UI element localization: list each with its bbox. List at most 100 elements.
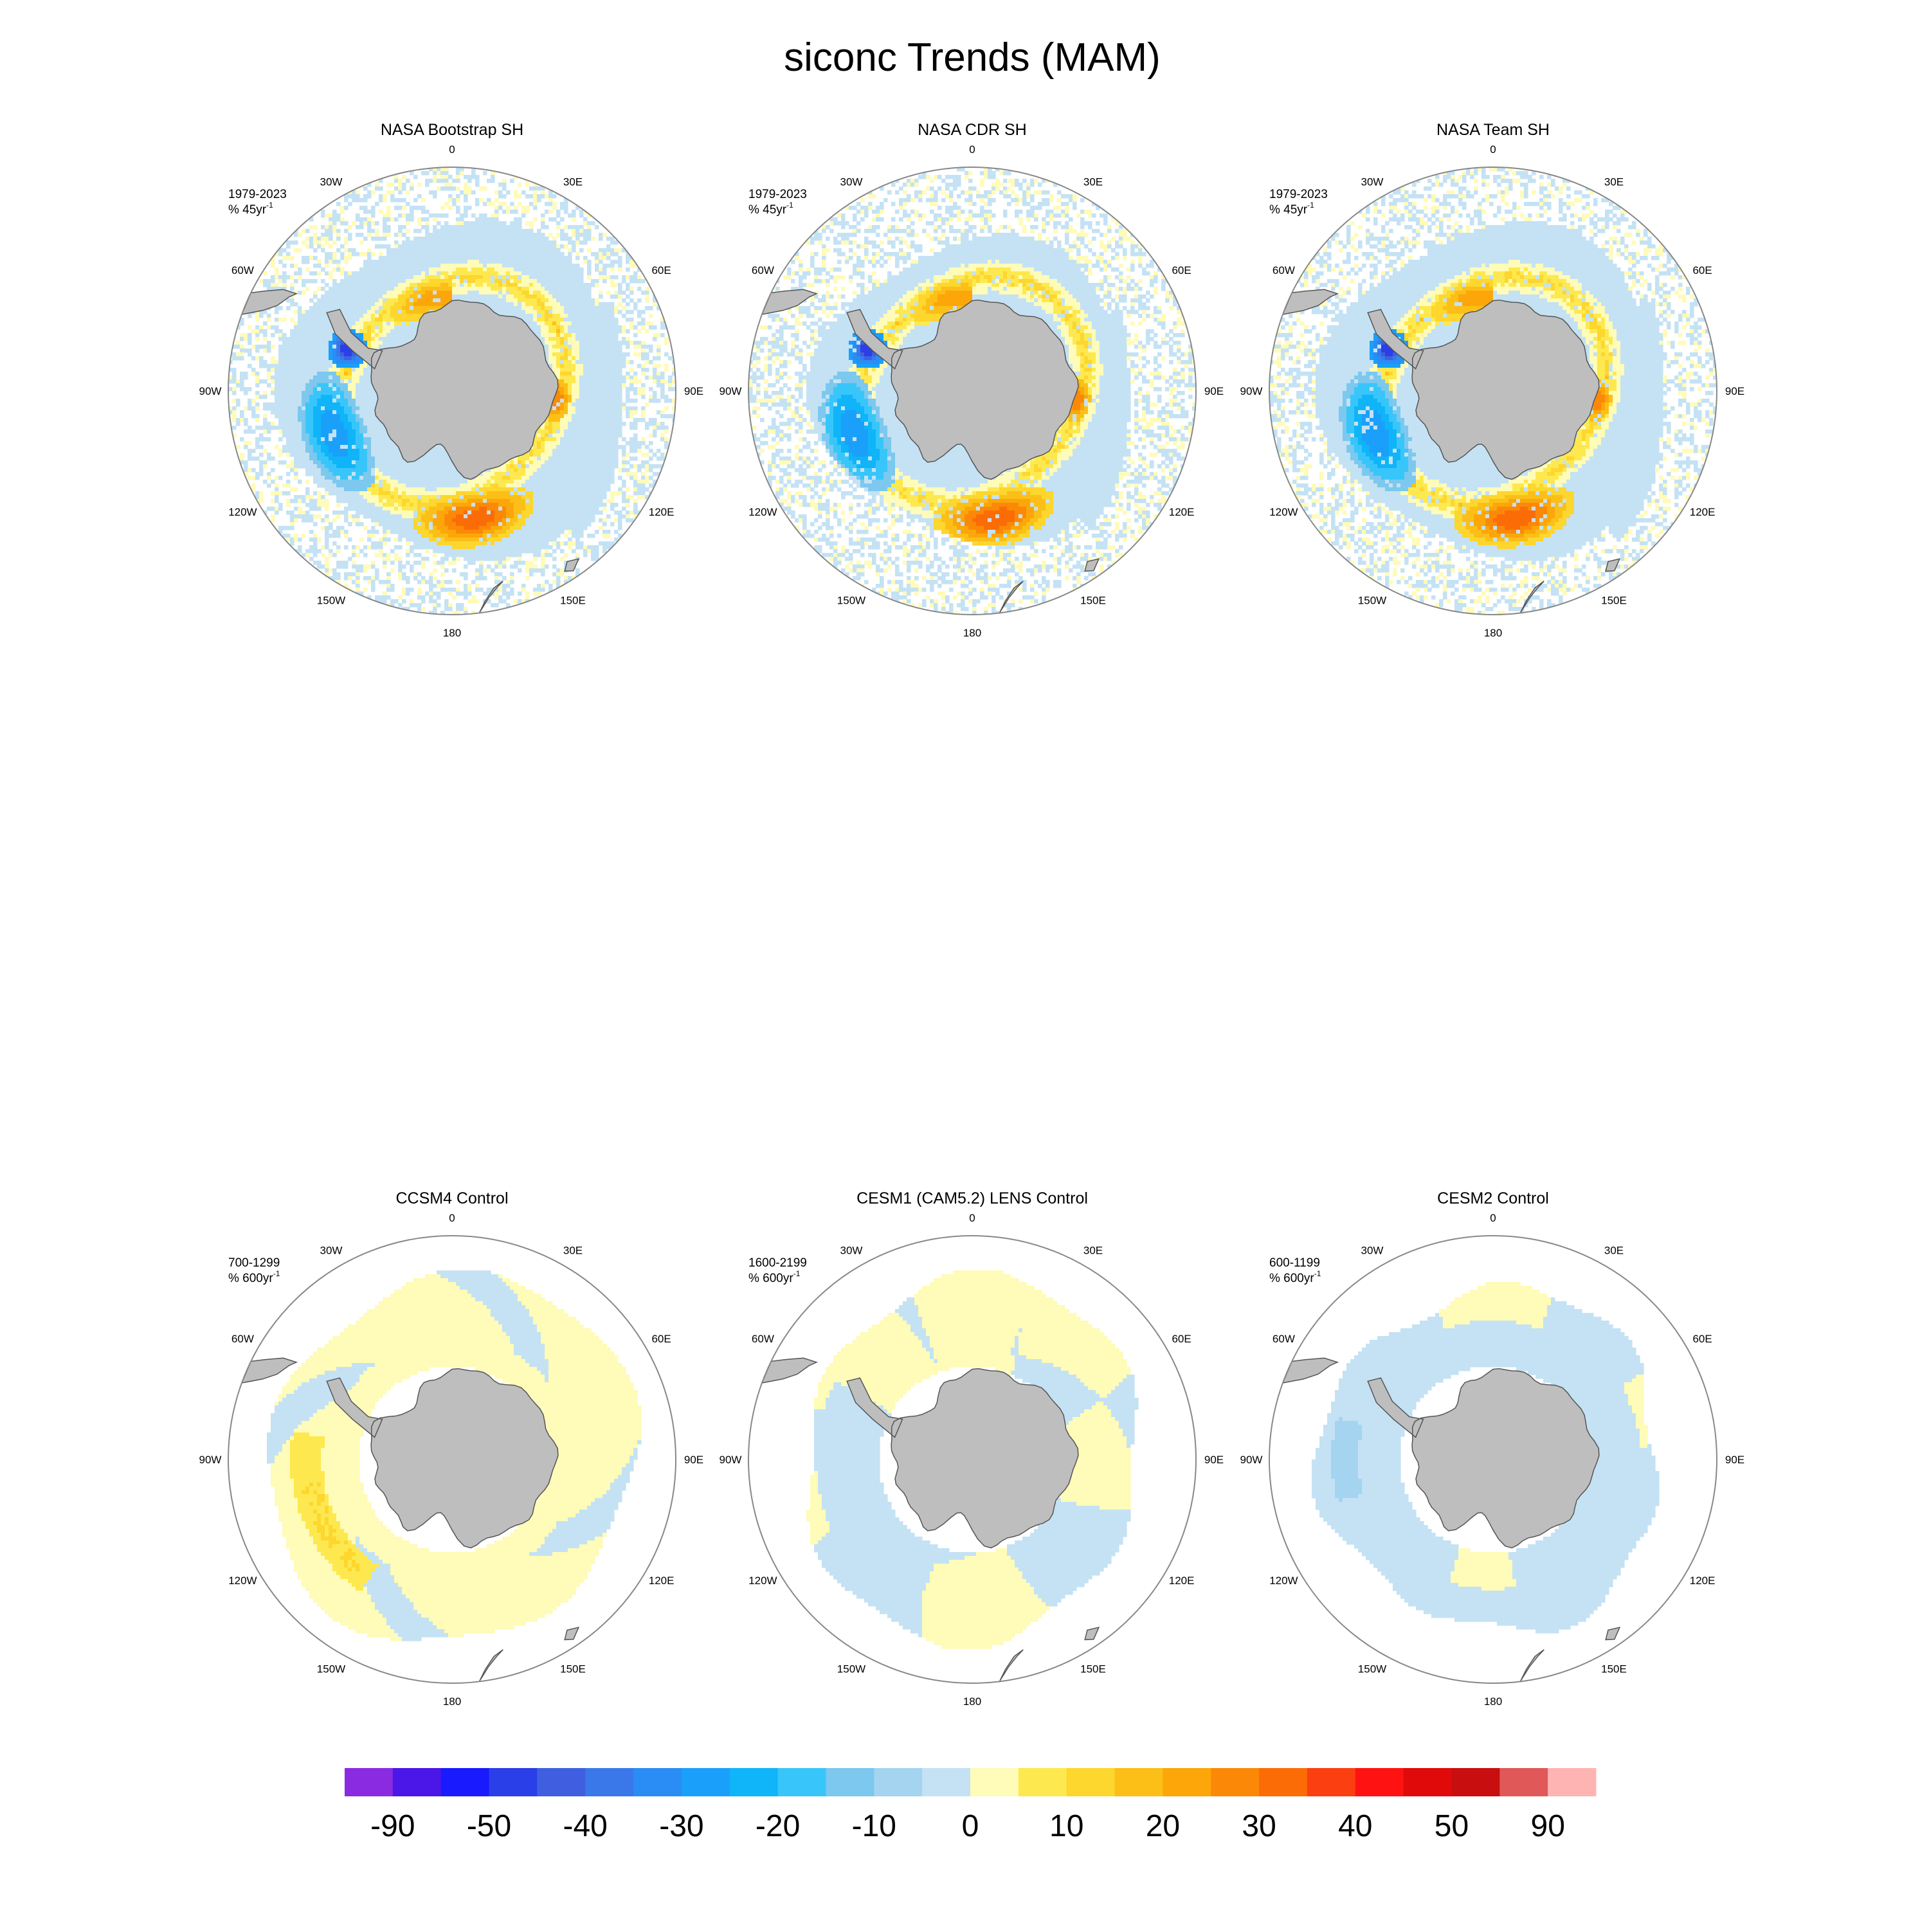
colorbar-label: 40: [1338, 1809, 1372, 1843]
longitude-label: 30W: [320, 176, 343, 188]
longitude-label: 60W: [231, 264, 254, 276]
longitude-label: 120W: [1269, 506, 1298, 518]
tasmania-land: [1606, 1627, 1620, 1639]
longitude-label: 150W: [317, 595, 345, 607]
longitude-label: 30E: [1604, 176, 1624, 188]
colorbar-swatch: [1404, 1768, 1452, 1796]
colorbar-swatch: [682, 1768, 730, 1796]
longitude-label: 90W: [199, 1454, 222, 1466]
longitude-label: 120E: [649, 1575, 675, 1587]
longitude-label: 120W: [228, 506, 257, 518]
panel-period: 1979-2023: [1269, 188, 1328, 201]
colorbar-swatch: [1548, 1768, 1596, 1796]
colorbar-label: -50: [467, 1809, 511, 1843]
colorbar-swatch: [1355, 1768, 1404, 1796]
longitude-label: 0: [449, 143, 455, 156]
longitude-label: 30E: [563, 1244, 583, 1256]
longitude-label: 60W: [752, 1333, 774, 1345]
longitude-label: 90E: [684, 385, 703, 397]
colorbar-swatch: [393, 1768, 441, 1796]
colorbar-swatch: [1115, 1768, 1163, 1796]
panel-title: NASA Team SH: [1436, 121, 1550, 139]
longitude-label: 120E: [1169, 1575, 1195, 1587]
longitude-label: 150W: [837, 1663, 865, 1675]
colorbar-swatch: [922, 1768, 970, 1796]
colorbar-swatch: [1307, 1768, 1355, 1796]
longitude-label: 30W: [1361, 176, 1384, 188]
longitude-label: 150E: [1080, 1663, 1106, 1675]
longitude-label: 180: [963, 627, 981, 639]
colorbar-label: -10: [852, 1809, 896, 1843]
colorbar-swatch: [1259, 1768, 1307, 1796]
longitude-label: 90E: [1725, 385, 1744, 397]
longitude-label: 90E: [1204, 385, 1224, 397]
south-america-land: [1283, 1358, 1337, 1383]
units-superscript: -1: [786, 201, 793, 210]
longitude-label: 30W: [840, 176, 863, 188]
panel-period: 700-1299: [228, 1256, 280, 1270]
units-superscript: -1: [273, 1269, 280, 1278]
longitude-label: 150W: [837, 595, 865, 607]
longitude-label: 30E: [1604, 1244, 1624, 1256]
longitude-label: 0: [1490, 143, 1496, 156]
colorbar-label: 90: [1531, 1809, 1565, 1843]
new-zealand-land: [479, 1650, 503, 1682]
longitude-label: 150E: [560, 595, 586, 607]
colorbar-swatch: [633, 1768, 682, 1796]
panel-title: NASA CDR SH: [918, 121, 1026, 139]
panel-units: % 45yr-1: [228, 201, 273, 217]
panel-units: % 600yr-1: [1269, 1269, 1321, 1285]
longitude-label: 90W: [1240, 1454, 1263, 1466]
colorbar-label: -40: [563, 1809, 608, 1843]
colorbar-label: -20: [756, 1809, 800, 1843]
map-panel: 030E60E90E120E150E180150W120W90W60W30WNA…: [720, 121, 1224, 639]
units-superscript: -1: [1307, 201, 1314, 210]
south-america-land: [242, 1358, 296, 1383]
longitude-label: 0: [969, 1212, 975, 1224]
longitude-label: 30E: [563, 176, 583, 188]
colorbar-label: 20: [1146, 1809, 1180, 1843]
longitude-label: 0: [969, 143, 975, 156]
longitude-label: 30E: [1083, 176, 1103, 188]
longitude-label: 60E: [651, 264, 671, 276]
longitude-label: 180: [1484, 627, 1502, 639]
longitude-label: 60E: [1692, 1333, 1712, 1345]
longitude-label: 90E: [1204, 1454, 1224, 1466]
colorbar-swatch: [1019, 1768, 1067, 1796]
colorbar-swatch: [1211, 1768, 1259, 1796]
longitude-label: 120E: [1169, 506, 1195, 518]
longitude-label: 150E: [1601, 595, 1627, 607]
longitude-label: 30W: [1361, 1244, 1384, 1256]
longitude-label: 30W: [320, 1244, 343, 1256]
longitude-label: 120E: [649, 506, 675, 518]
longitude-label: 90E: [684, 1454, 703, 1466]
colorbar-swatch: [585, 1768, 633, 1796]
colorbar-label: 50: [1435, 1809, 1469, 1843]
figure-title: siconc Trends (MAM): [784, 35, 1161, 80]
colorbar-swatch: [489, 1768, 538, 1796]
panel-period: 1979-2023: [228, 188, 287, 201]
panel-units: % 600yr-1: [228, 1269, 280, 1285]
colorbar-swatch: [537, 1768, 585, 1796]
longitude-label: 90E: [1725, 1454, 1744, 1466]
units-superscript: -1: [793, 1269, 801, 1278]
map-panel: 030E60E90E120E150E180150W120W90W60W30WNA…: [199, 121, 704, 639]
longitude-label: 150E: [1080, 595, 1106, 607]
longitude-label: 90W: [1240, 385, 1263, 397]
panel-units: % 45yr-1: [1269, 201, 1314, 217]
longitude-label: 150E: [1601, 1663, 1627, 1675]
panel-title: CESM2 Control: [1437, 1189, 1549, 1207]
tasmania-land: [1085, 1627, 1099, 1639]
colorbar-label: -30: [659, 1809, 703, 1843]
colorbar-label: 10: [1049, 1809, 1083, 1843]
colorbar-swatch: [345, 1768, 393, 1796]
longitude-label: 120W: [1269, 1575, 1298, 1587]
longitude-label: 120W: [748, 506, 777, 518]
colorbar-swatch: [1163, 1768, 1211, 1796]
longitude-label: 30W: [840, 1244, 863, 1256]
longitude-label: 180: [443, 627, 461, 639]
longitude-label: 90W: [720, 1454, 742, 1466]
longitude-label: 150E: [560, 1663, 586, 1675]
